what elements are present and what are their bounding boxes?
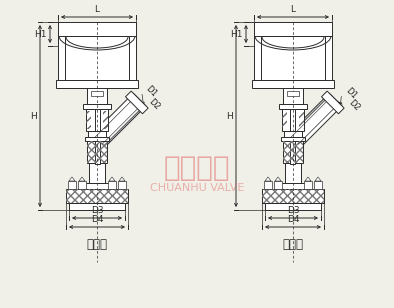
Bar <box>281 183 305 189</box>
Bar <box>65 36 129 80</box>
Bar <box>56 80 138 88</box>
Text: CHUANHU VALVE: CHUANHU VALVE <box>150 183 244 193</box>
Bar <box>254 22 332 88</box>
Bar <box>284 131 302 137</box>
Bar <box>304 181 312 189</box>
Polygon shape <box>288 93 342 147</box>
Text: D2: D2 <box>347 98 361 113</box>
Bar <box>314 181 322 189</box>
Bar <box>118 181 126 189</box>
Bar <box>85 137 109 141</box>
Bar <box>299 111 304 129</box>
Bar <box>283 141 303 163</box>
Text: D4: D4 <box>91 215 103 224</box>
Text: L: L <box>95 5 100 14</box>
Text: D1: D1 <box>344 86 358 101</box>
Polygon shape <box>305 177 311 181</box>
Polygon shape <box>92 93 146 147</box>
Bar <box>87 141 107 163</box>
Text: 川沪阀门: 川沪阀门 <box>164 154 230 182</box>
Bar <box>68 181 76 189</box>
Polygon shape <box>275 177 281 181</box>
Bar <box>89 163 105 183</box>
Bar <box>282 109 304 131</box>
Bar <box>283 141 303 163</box>
Text: H: H <box>226 111 233 120</box>
Text: D2: D2 <box>147 97 161 112</box>
Bar <box>261 36 325 80</box>
Bar <box>279 104 307 109</box>
Bar <box>86 111 91 129</box>
Bar <box>58 22 136 88</box>
Text: 上展式: 上展式 <box>282 238 303 251</box>
Bar <box>287 91 299 96</box>
Text: H: H <box>30 111 37 120</box>
Text: D3: D3 <box>287 206 299 215</box>
Bar <box>95 109 100 164</box>
Bar <box>87 141 107 163</box>
Bar <box>83 104 111 109</box>
Bar <box>91 91 103 96</box>
Bar <box>281 137 305 141</box>
Polygon shape <box>119 177 125 181</box>
Bar <box>283 88 303 104</box>
Text: 下展式: 下展式 <box>87 238 108 251</box>
Polygon shape <box>79 177 85 181</box>
Bar <box>264 181 272 189</box>
Polygon shape <box>315 177 321 181</box>
Bar <box>262 189 324 203</box>
Polygon shape <box>265 177 271 181</box>
Bar <box>66 189 128 203</box>
Bar <box>290 109 296 164</box>
Bar <box>85 183 109 189</box>
Bar <box>66 189 128 203</box>
Text: D3: D3 <box>91 206 103 215</box>
Bar <box>265 203 321 210</box>
Bar <box>274 181 282 189</box>
Text: D1: D1 <box>144 84 158 99</box>
Bar <box>285 163 301 183</box>
Polygon shape <box>69 177 75 181</box>
Text: H1: H1 <box>35 30 47 38</box>
Polygon shape <box>109 177 115 181</box>
Bar <box>103 111 108 129</box>
Bar <box>78 181 86 189</box>
Bar <box>69 203 125 210</box>
Bar <box>262 189 324 203</box>
Bar <box>108 181 116 189</box>
Bar <box>88 131 106 137</box>
Bar <box>282 111 287 129</box>
Polygon shape <box>322 91 344 114</box>
Polygon shape <box>126 91 148 114</box>
Text: D4: D4 <box>287 215 299 224</box>
Bar <box>86 109 108 131</box>
Text: H1: H1 <box>230 30 243 38</box>
Bar <box>252 80 334 88</box>
Text: L: L <box>290 5 296 14</box>
Bar <box>87 88 107 104</box>
